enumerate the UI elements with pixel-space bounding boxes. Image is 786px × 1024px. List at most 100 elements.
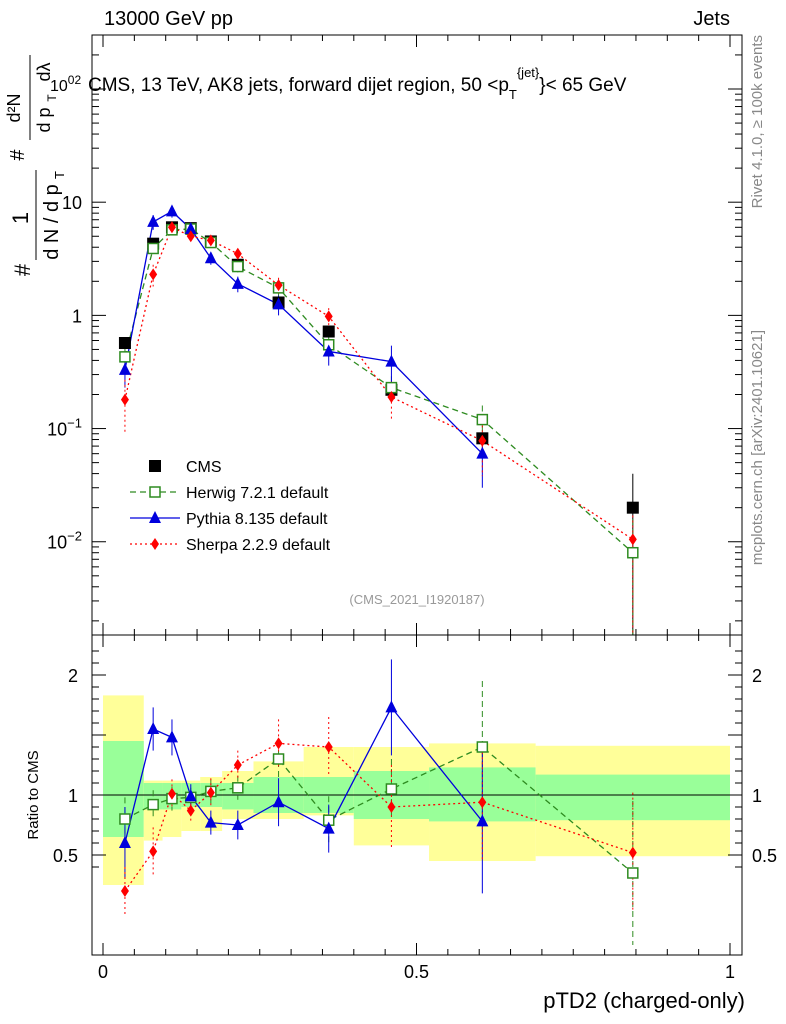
herwig-ratio-point	[147, 798, 159, 811]
herwig-ratio-point	[272, 753, 285, 765]
y-label-hash2: #	[7, 149, 29, 161]
category-label: Jets	[693, 8, 730, 30]
ratio-tick-label-right: 0.5	[752, 846, 777, 866]
y-axis-label: #1 d N / d p T # d²N d p Tdλ	[4, 55, 67, 276]
legend: CMS Herwig 7.2.1 default Pythia 8.135 defa…	[130, 459, 331, 554]
pythia-ratio-point	[322, 821, 335, 834]
sherpa-ratio-point	[233, 759, 242, 771]
pythia-ratio-point	[204, 815, 217, 828]
legend-marker-pythia	[149, 511, 161, 523]
herwig-point	[476, 413, 489, 426]
pythia-ratio-point	[231, 818, 244, 830]
legend-label-pythia: Pythia 8.135 default	[186, 511, 328, 528]
sherpa-point	[233, 247, 242, 260]
sherpa-ratio-point	[206, 786, 215, 799]
sherpa-point	[167, 221, 176, 234]
ratio-tick-label: 0.5	[53, 846, 78, 866]
sherpa-point	[186, 230, 195, 243]
sherpa-ratio-point	[324, 741, 333, 753]
legend-label-sherpa: Sherpa 2.2.9 default	[186, 537, 331, 554]
legend-marker-herwig	[149, 486, 161, 498]
pythia-ratio-point	[184, 789, 197, 802]
pythia-ratio-point	[165, 730, 178, 743]
ratio-tick-label: 2	[68, 666, 78, 686]
herwig-point	[119, 351, 131, 363]
axis-ticks	[92, 34, 742, 955]
sherpa-point	[120, 393, 129, 406]
y-label-lambda: dλ	[34, 62, 54, 81]
cms-point	[322, 325, 335, 338]
y-label-den2: d p	[34, 107, 54, 132]
pythia-ratio-point	[476, 814, 489, 827]
pythia-point	[147, 214, 160, 227]
chart-title: CMS, 13 TeV, AK8 jets, forward dijet reg…	[88, 65, 627, 102]
herwig-ratio-line	[124, 746, 634, 874]
sherpa-point	[478, 434, 487, 447]
herwig-ratio-point	[119, 813, 131, 825]
pythia-point	[204, 251, 217, 264]
y-label-den1: d N / d p	[41, 184, 63, 260]
x-tick-label: 0	[98, 962, 108, 982]
pythia-point	[165, 204, 178, 217]
tick-labels: 0 0.5 1 10−2 10−1 1 10 1002 0.5 0.5 1 1 2 2	[47, 73, 777, 982]
pythia-point	[385, 354, 398, 367]
sherpa-ratio-point	[387, 801, 396, 813]
pythia-line	[124, 210, 483, 455]
sherpa-ratio-point	[120, 885, 129, 897]
pythia-point	[118, 362, 131, 375]
sherpa-ratio-point	[186, 804, 195, 817]
y-label-hash: #	[10, 263, 35, 276]
cms-point	[626, 501, 639, 514]
sherpa-point	[324, 310, 333, 323]
herwig-line	[124, 228, 634, 554]
y-label-num2: d²N	[4, 93, 24, 122]
ratio-uncertainty-bands	[103, 695, 730, 885]
mcplots-label: mcplots.cern.ch [arXiv:2401.10621]	[749, 330, 766, 565]
legend-label-herwig: Herwig 7.2.1 default	[186, 485, 329, 502]
x-tick-label: 0.5	[404, 962, 429, 982]
analysis-id: (CMS_2021_I1920187)	[349, 592, 484, 607]
pythia-point	[322, 344, 335, 357]
legend-marker-sherpa	[151, 538, 159, 550]
legend-marker-cms	[149, 460, 161, 472]
pythia-ratio-point	[147, 722, 160, 734]
data-markers	[118, 204, 639, 897]
herwig-ratio-point	[476, 741, 489, 753]
herwig-ratio-point	[232, 782, 244, 794]
y-label-sub2: T	[45, 94, 59, 102]
y-tick-label-top: 1002	[50, 73, 81, 95]
herwig-ratio-point	[627, 867, 639, 879]
pythia-ratio-point	[272, 795, 285, 808]
legend-label-cms: CMS	[186, 459, 222, 476]
rivet-label: Rivet 4.1.0, ≥ 100k events	[749, 35, 766, 208]
ratio-tick-label-right: 2	[752, 666, 762, 686]
pythia-ratio-point	[385, 700, 398, 713]
sherpa-point	[274, 279, 283, 292]
pythia-ratio-line	[124, 706, 483, 844]
pythia-point	[231, 276, 244, 289]
pythia-ratio-point	[118, 836, 131, 848]
cms-point	[118, 337, 131, 350]
pythia-point	[272, 297, 285, 310]
pythia-point	[476, 446, 489, 459]
pythia-point	[184, 221, 197, 234]
herwig-point	[627, 546, 639, 559]
sherpa-ratio-point	[149, 845, 158, 858]
ratio-tick-label-right: 1	[752, 786, 762, 806]
x-axis-label: pTD2 (charged-only)	[543, 988, 745, 1013]
y-tick-label: 10	[62, 193, 82, 213]
y-tick-label: 1	[72, 306, 82, 326]
sherpa-ratio-point	[167, 787, 176, 800]
sherpa-point	[387, 391, 396, 404]
sherpa-point	[206, 234, 215, 247]
herwig-ratio-point	[385, 783, 398, 795]
y-tick-label: 10−2	[47, 529, 82, 553]
y-label-one: 1	[8, 212, 33, 224]
sherpa-ratio-point	[478, 796, 487, 809]
ratio-y-label: Ratio to CMS	[25, 750, 42, 839]
herwig-point	[147, 242, 159, 255]
y-label-sub: T	[52, 171, 67, 179]
sherpa-point	[628, 533, 637, 546]
x-tick-label: 1	[725, 962, 735, 982]
